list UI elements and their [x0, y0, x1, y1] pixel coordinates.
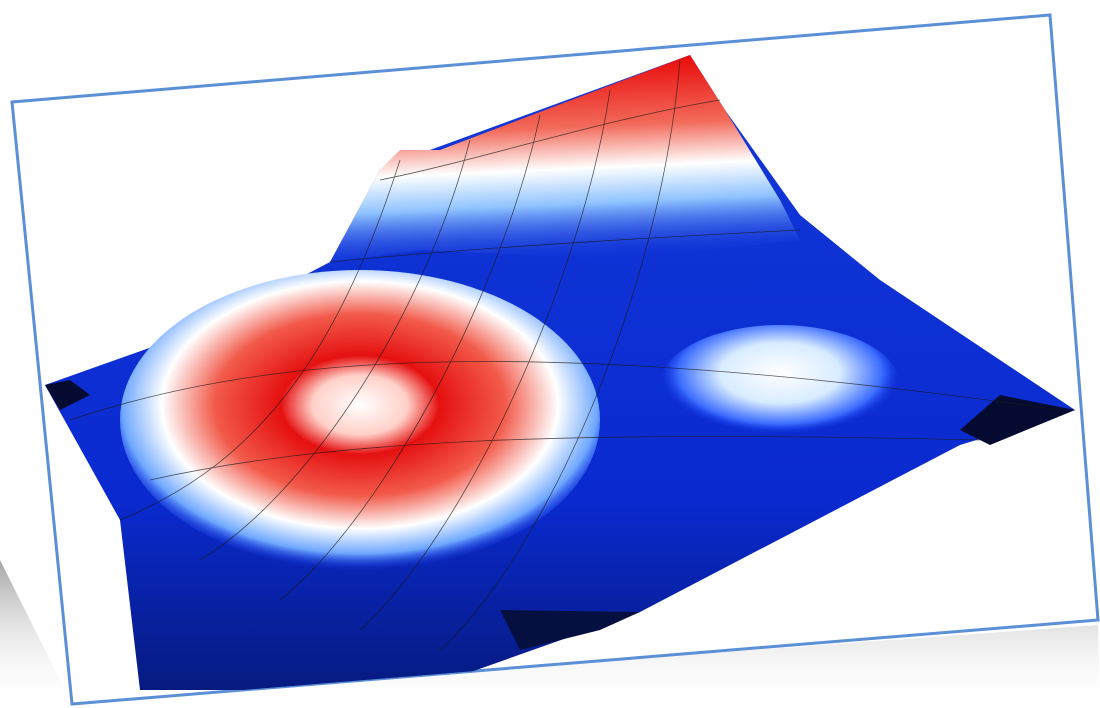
mesh-line [119, 159, 401, 521]
card-shadow [0, 560, 1100, 708]
volcano [120, 270, 600, 570]
mesh-line [439, 59, 681, 651]
hill [660, 325, 900, 445]
mesh-line [279, 114, 541, 601]
dark-corner [45, 380, 90, 410]
mesh-lines [69, 59, 1061, 651]
mesh-line [69, 361, 1061, 421]
mesh-line [149, 435, 981, 481]
dark-edge [500, 610, 640, 650]
mesh-line [329, 229, 801, 263]
dark-corner [960, 395, 1075, 445]
mesh-line [199, 139, 471, 561]
mesh-line [359, 89, 611, 631]
surface [45, 55, 1075, 690]
mesh-line [379, 99, 721, 181]
